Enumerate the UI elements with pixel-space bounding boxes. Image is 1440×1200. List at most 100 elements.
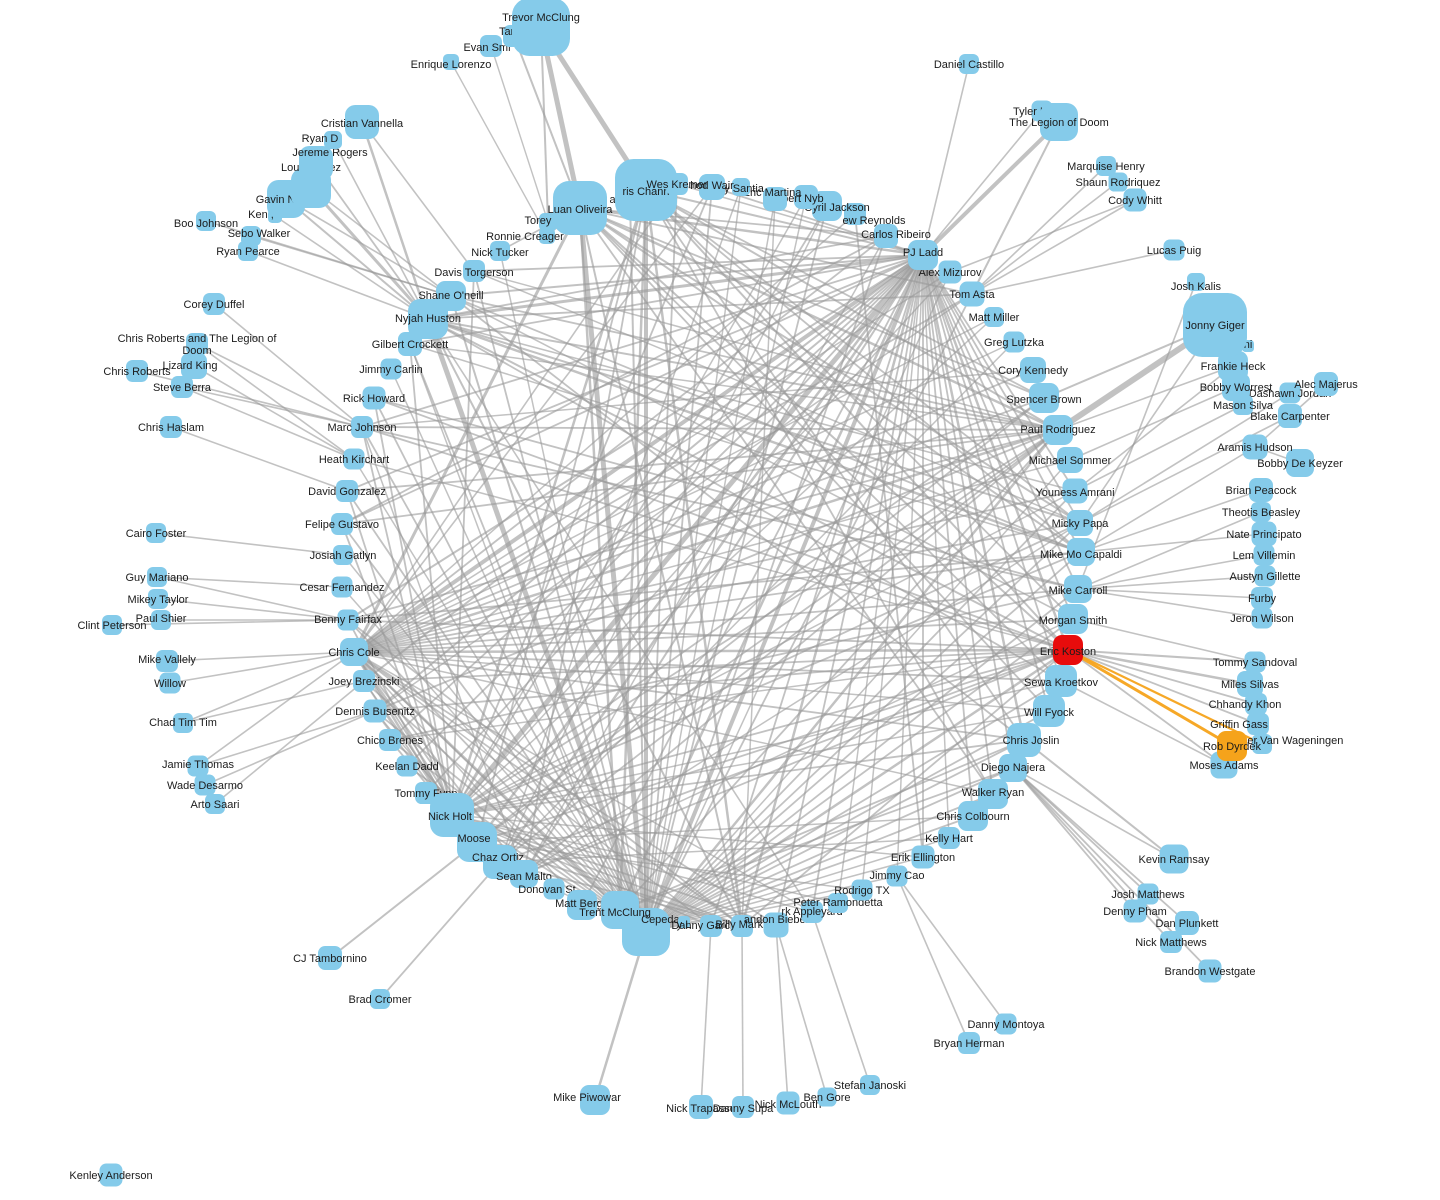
node-cyril-jackson[interactable] [812,191,842,221]
node-ryan-d[interactable] [324,131,342,149]
node-tommy-sandoval[interactable] [1244,651,1266,673]
node-paul-shier[interactable] [151,610,171,630]
node-van-wageningen[interactable] [1252,734,1272,754]
node-rodrigo-tx[interactable] [851,879,873,901]
node-chris-cole[interactable] [340,638,368,666]
node-kelly-hart[interactable] [938,827,960,849]
node-josh-matthews[interactable] [1137,883,1159,905]
node-benny-fairfax[interactable] [337,609,359,631]
node-will-fyock[interactable] [1033,695,1065,727]
node-greg-lutzka[interactable] [1003,331,1025,353]
node-ty-l[interactable] [678,916,690,928]
node-e-martina[interactable] [763,187,787,211]
node-shaun-rodriquez[interactable] [1108,172,1128,192]
node-brandon-westgate[interactable] [1198,959,1222,983]
node-boo-johnson[interactable] [196,211,216,231]
node-ishod-wair[interactable] [699,174,725,200]
node-felipe-gustavo[interactable] [331,513,353,535]
node-manny-santiago[interactable] [732,178,750,196]
node-arto-saari[interactable] [205,794,225,814]
node-chris-chann[interactable] [615,159,677,221]
node-brandon-biebel[interactable] [763,912,789,938]
node-micky-papa[interactable] [1067,510,1093,536]
node-danny-montoya[interactable] [995,1013,1017,1035]
node-sebo-walker[interactable] [241,226,261,246]
node-blake-carpenter[interactable] [1278,404,1302,428]
node-matt-berge[interactable] [567,890,597,920]
node-dashawn-jordan[interactable] [1279,382,1301,404]
node-nick-tucker[interactable] [490,241,510,261]
node-cj-tambornino[interactable] [318,946,342,970]
node-dan-plunkett[interactable] [1175,911,1199,935]
node-peter-ramondetta[interactable] [828,893,848,913]
node-alex-mizurov[interactable] [938,260,962,284]
node-paul-rodriguez[interactable] [1043,415,1073,445]
node-griffin-gass[interactable] [1247,713,1269,735]
node-brian-peacock[interactable] [1249,478,1273,502]
node-joey-brezinski[interactable] [353,670,375,692]
node-sewa-kroetkov[interactable] [1045,665,1077,697]
node-chris-haslam[interactable] [160,416,182,438]
node-youness-amrani[interactable] [1062,478,1088,504]
node-nick-mclouth[interactable] [776,1091,800,1115]
node-nick-matthews[interactable] [1160,931,1182,953]
node-mike-mo[interactable] [1067,538,1095,566]
node-albert-nyb[interactable] [794,185,818,209]
node-legion-of-doom[interactable] [1040,103,1078,141]
node-chad-tim-tim[interactable] [173,713,193,733]
node-diego-najera[interactable] [999,754,1027,782]
node-tommy-fynn[interactable] [415,782,437,804]
node-denny-pham[interactable] [1123,899,1147,923]
node-cody-whitt[interactable] [1123,188,1147,212]
node-cairo-foster[interactable] [146,523,166,543]
node-austyn-gillette[interactable] [1254,565,1276,587]
node-keelan-dadd[interactable] [396,755,418,777]
node-chris-colbourn[interactable] [958,801,988,831]
node-erik-ellington[interactable] [911,845,935,869]
node-lizard-king[interactable] [181,353,207,379]
node-chico-brenes[interactable] [379,729,401,751]
node-ben-gore[interactable] [817,1087,837,1107]
node-alec-majerus[interactable] [1314,372,1338,396]
node-gilbert-crockett[interactable] [398,332,422,356]
node-morgan-smith[interactable] [1058,604,1088,634]
node-lem-villemin[interactable] [1253,544,1275,566]
node-walker-ryan[interactable] [978,779,1008,809]
node-danny-garcia[interactable] [700,915,722,937]
node-aramis-hudson[interactable] [1242,434,1268,460]
node-corey-duffel[interactable] [203,293,225,315]
node-nate-principato[interactable] [1251,521,1277,547]
node-carlos-ribeiro[interactable] [874,224,898,248]
node-kevin-ramsay[interactable] [1159,844,1189,874]
node-josh-kalis[interactable] [1187,273,1205,291]
node-spencer-brown[interactable] [1029,383,1059,413]
node-luan-oliveira[interactable] [553,181,607,235]
node-trevor-mcclung[interactable] [512,0,570,56]
node-mike-carroll[interactable] [1064,575,1092,603]
node-guy-mariano[interactable] [147,567,167,587]
node-jonny-giger[interactable] [1183,293,1247,357]
node-ronnie-creager[interactable] [539,228,555,244]
node-enrique-lorenzo[interactable] [443,54,459,70]
node-nick-trapasso[interactable] [689,1095,713,1119]
node-furby[interactable] [1251,587,1273,609]
node-trent-mcclung[interactable] [601,891,639,929]
node-rob-dyrdek[interactable] [1217,731,1247,761]
node-chris-roberts[interactable] [126,360,148,382]
node-nyjah-huston[interactable] [408,299,448,339]
node-frankie-heck[interactable] [1218,351,1248,381]
node-willow[interactable] [159,672,181,694]
node-wes-kremer[interactable] [666,173,688,195]
node-cesar-fernandez[interactable] [331,576,353,598]
node-lucas-puig[interactable] [1163,239,1185,261]
node-tom-asta[interactable] [959,281,985,307]
node-chhandy-khon[interactable] [1245,693,1267,715]
node-mike-piwowar[interactable] [580,1085,610,1115]
node-miles-silvas[interactable] [1237,671,1263,697]
node-davis-torgerson[interactable] [463,260,485,282]
node-marc-johnson[interactable] [351,416,373,438]
node-michael-sommer[interactable] [1057,447,1083,473]
node-jimmy-carlin[interactable] [380,358,402,380]
node-pj-ladd[interactable] [908,240,938,270]
node-ew-reynolds[interactable] [844,203,866,225]
